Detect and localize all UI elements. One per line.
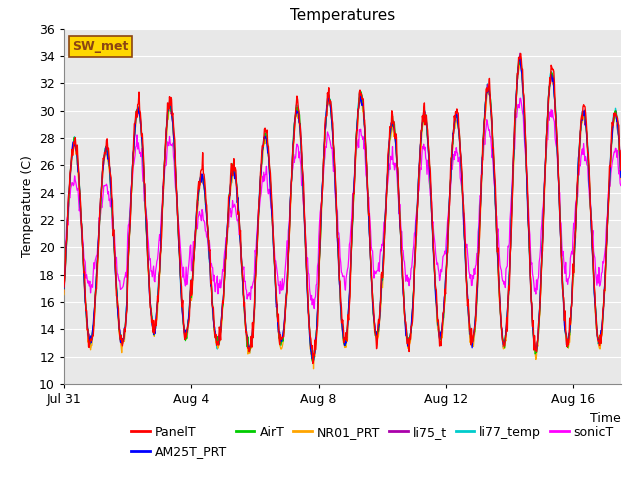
Legend: PanelT, AM25T_PRT, AirT, NR01_PRT, li75_t, li77_temp, sonicT: PanelT, AM25T_PRT, AirT, NR01_PRT, li75_… bbox=[126, 421, 619, 463]
Text: SW_met: SW_met bbox=[72, 40, 129, 53]
Y-axis label: Temperature (C): Temperature (C) bbox=[20, 156, 33, 257]
X-axis label: Time: Time bbox=[590, 411, 621, 425]
Title: Temperatures: Temperatures bbox=[290, 9, 395, 24]
